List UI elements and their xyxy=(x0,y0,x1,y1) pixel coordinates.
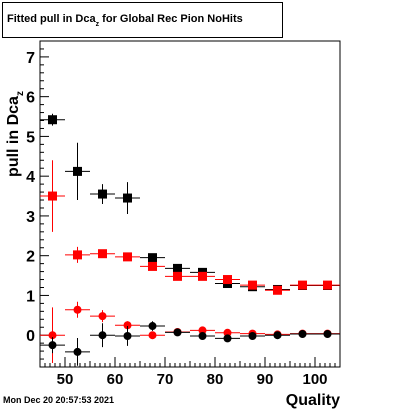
data-point-square xyxy=(123,252,132,262)
y-tick-label: 1 xyxy=(26,288,35,305)
data-point-circle xyxy=(248,331,257,340)
y-tick-label: 7 xyxy=(26,50,35,67)
data-point-square xyxy=(73,166,82,176)
data-point-square xyxy=(48,115,57,125)
y-tick-label: 6 xyxy=(26,90,35,107)
data-point-square xyxy=(123,193,132,203)
data-point-square xyxy=(173,271,182,281)
data-point-circle xyxy=(173,328,182,337)
data-point-square xyxy=(98,189,107,199)
x-axis-label: Quality xyxy=(286,392,340,409)
data-point-circle xyxy=(273,331,282,340)
x-tick-label: 80 xyxy=(207,371,224,388)
y-tick-label: 3 xyxy=(26,209,35,226)
data-point-square xyxy=(298,280,307,290)
data-point-square xyxy=(73,250,82,260)
axis-ticks: 50 60 70 80 90 100 0 1 2 3 4 5 6 7 xyxy=(26,40,341,388)
title-main: Fitted pull in Dca xyxy=(7,13,96,25)
data-point-circle xyxy=(98,312,107,321)
data-points xyxy=(40,113,340,366)
y-tick-label: 4 xyxy=(26,169,35,186)
x-tick-label: 60 xyxy=(107,371,124,388)
data-point-circle xyxy=(223,334,232,343)
data-point-circle xyxy=(48,331,57,340)
title-rest: for Global Rec Pion NoHits xyxy=(99,13,243,25)
data-point-square xyxy=(173,263,182,273)
data-point-square xyxy=(273,285,282,295)
title-box: Fitted pull in Dcaz for Global Rec Pion … xyxy=(2,2,283,38)
data-point-circle xyxy=(73,305,82,314)
data-point-circle xyxy=(298,330,307,339)
y-axis-label: pull in Dcaz xyxy=(5,91,26,177)
series-2 xyxy=(40,160,340,295)
data-point-square xyxy=(148,253,157,263)
series-1 xyxy=(40,113,340,294)
data-point-circle xyxy=(148,331,157,340)
data-point-circle xyxy=(198,331,207,340)
data-point-square xyxy=(198,271,207,281)
data-point-circle xyxy=(73,347,82,356)
data-point-circle xyxy=(323,330,332,339)
y-tick-label: 0 xyxy=(26,328,35,345)
timestamp: Mon Dec 20 20:57:53 2021 xyxy=(3,395,115,405)
data-point-square xyxy=(98,249,107,259)
data-point-circle xyxy=(123,331,132,340)
data-point-square xyxy=(48,191,57,201)
data-point-circle xyxy=(98,331,107,340)
data-point-circle xyxy=(148,322,157,331)
x-tick-label: 70 xyxy=(157,371,174,388)
x-tick-label: 90 xyxy=(257,371,274,388)
data-point-square xyxy=(223,275,232,285)
data-point-circle xyxy=(198,326,207,335)
y-tick-label: 2 xyxy=(26,249,35,266)
data-point-circle xyxy=(48,341,57,350)
data-point-square xyxy=(248,280,257,290)
x-tick-label: 100 xyxy=(302,371,327,388)
data-point-circle xyxy=(123,321,132,330)
data-point-circle xyxy=(223,328,232,337)
series-4 xyxy=(40,321,340,366)
x-tick-label: 50 xyxy=(57,371,74,388)
plot-frame xyxy=(39,40,341,368)
y-tick-label: 5 xyxy=(26,129,35,146)
title-subscript: z xyxy=(95,21,100,28)
data-point-square xyxy=(148,261,157,271)
data-point-square xyxy=(323,280,332,290)
chart-title: Fitted pull in Dcaz for Global Rec Pion … xyxy=(7,13,243,28)
